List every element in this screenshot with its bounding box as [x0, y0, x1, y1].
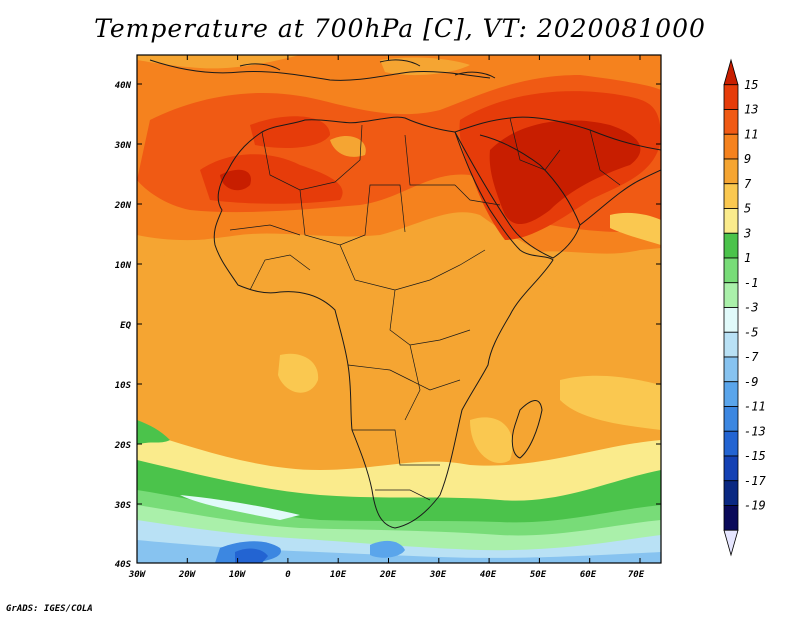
legend-label: -5	[744, 325, 758, 339]
temperature-field	[137, 55, 661, 563]
lon-label: 10W	[229, 570, 247, 580]
legend-swatch	[723, 84, 739, 110]
legend-label: 7	[744, 177, 752, 191]
legend-label: -15	[744, 449, 766, 463]
legend-label: -7	[744, 350, 759, 364]
legend-swatch	[723, 480, 739, 506]
legend-label: 11	[744, 127, 758, 141]
legend-swatch	[723, 307, 739, 333]
legend-label: -13	[744, 424, 766, 438]
legend-arrow-top	[723, 58, 739, 86]
credit-text: GrADS: IGES/COLA	[6, 604, 93, 614]
legend-swatch	[723, 133, 739, 160]
lat-label: EQ	[120, 321, 131, 331]
legend-label: 5	[744, 202, 751, 216]
legend-swatch	[723, 183, 739, 209]
lat-label: 20S	[114, 441, 132, 451]
lon-label: 0	[285, 570, 291, 580]
lat-label: 10N	[115, 261, 132, 271]
lon-label: 50E	[530, 570, 547, 580]
lon-label: 30W	[128, 570, 147, 580]
legend-swatch	[723, 232, 739, 259]
map-title: Temperature at 700hPa [C], VT: 202008100…	[94, 14, 706, 43]
country-borders	[229, 117, 621, 501]
lon-label: 20E	[379, 570, 397, 580]
legend-swatch	[723, 208, 739, 234]
lat-label: 40S	[115, 560, 132, 570]
legend-swatch	[723, 282, 739, 308]
lon-label: 20W	[178, 570, 197, 580]
legend-label: -11	[744, 400, 766, 414]
lon-label: 10E	[330, 570, 347, 580]
legend-arrow-bottom	[723, 529, 739, 557]
legend-swatch	[723, 381, 739, 407]
lon-label: 30E	[429, 570, 447, 580]
legend-label: -9	[744, 375, 758, 389]
legend-label: 13	[744, 103, 758, 117]
lat-label: 20N	[114, 201, 132, 211]
legend-label: 3	[743, 226, 751, 240]
legend-swatch	[723, 331, 739, 358]
legend-label: -17	[744, 474, 766, 488]
legend-label: -3	[744, 301, 758, 315]
lat-label: 30N	[114, 141, 132, 151]
map-frame	[136, 54, 662, 564]
legend-swatch	[723, 430, 739, 457]
lat-label: 40N	[115, 81, 132, 91]
legend-swatch	[723, 158, 739, 185]
coastlines	[149, 59, 661, 529]
lon-label: 60E	[580, 570, 597, 580]
legend-swatch	[723, 257, 739, 284]
legend-label: -1	[744, 276, 758, 290]
legend-swatch	[723, 505, 739, 531]
lon-label: 70E	[628, 570, 645, 580]
legend-label: 15	[744, 78, 758, 92]
legend-label: 1	[744, 251, 751, 265]
axis-ticks	[136, 55, 661, 563]
legend-swatch	[723, 406, 739, 432]
legend-swatch	[723, 455, 739, 482]
legend-swatch	[723, 109, 739, 135]
lat-label: 10S	[115, 381, 132, 391]
lat-label: 30S	[114, 501, 132, 511]
legend-swatch	[723, 356, 739, 383]
color-legend: 15 13 11 9 7 5 3 1 -1 -3 -5 -7 -9 -11 -13 -15 -17 -19	[723, 58, 766, 557]
lon-label: 40E	[480, 570, 497, 580]
legend-label: -19	[744, 499, 766, 513]
legend-label: 9	[744, 152, 751, 166]
